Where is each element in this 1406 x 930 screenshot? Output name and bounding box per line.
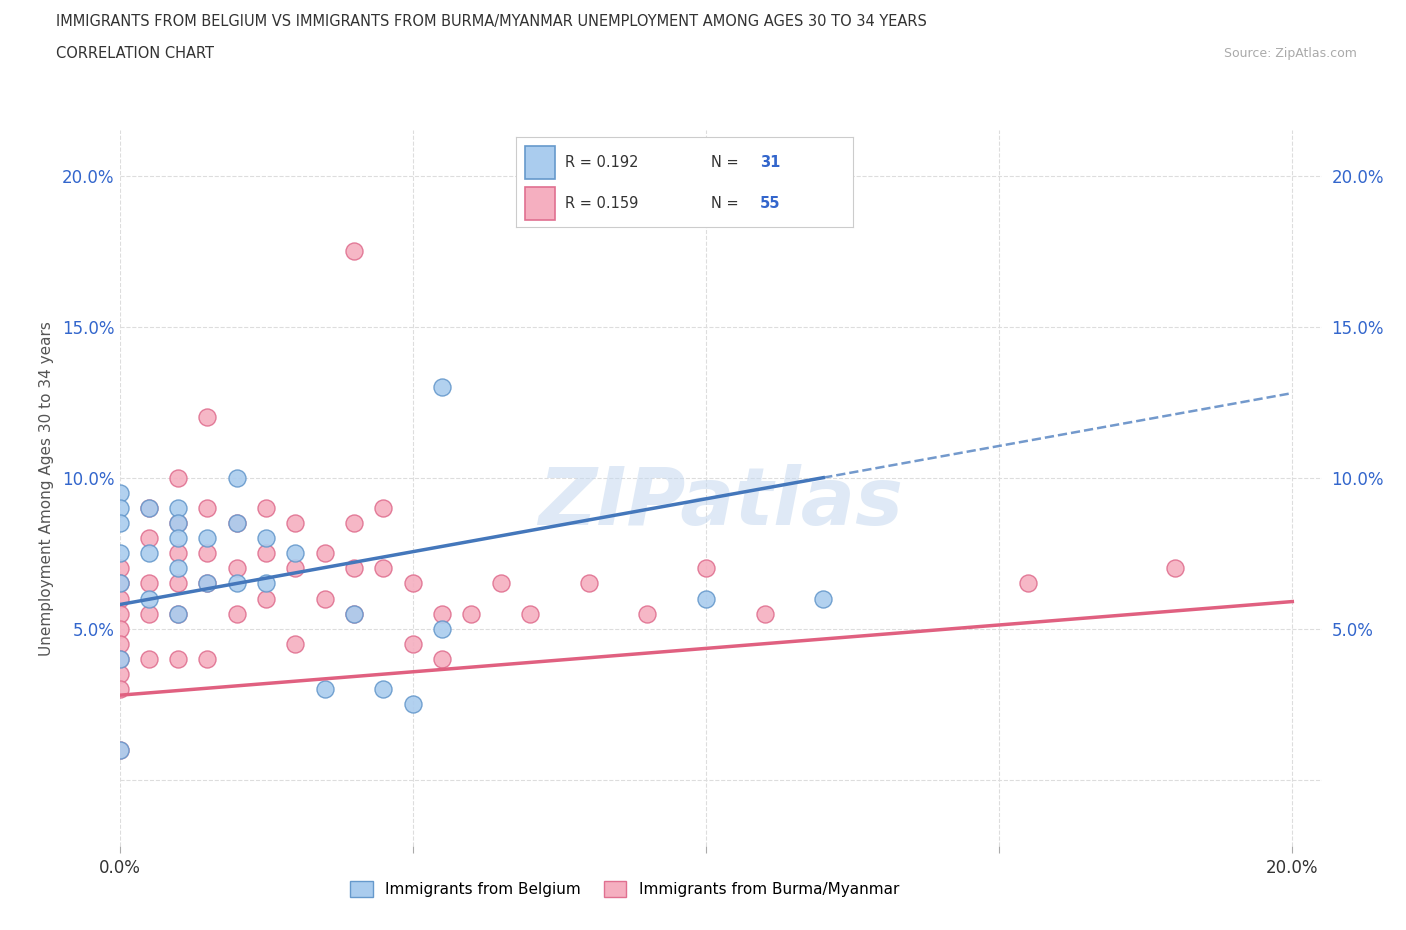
Point <box>254 576 277 591</box>
Point <box>197 576 219 591</box>
Point <box>108 500 131 515</box>
Point <box>430 652 453 667</box>
Point <box>108 636 131 651</box>
Point <box>343 606 366 621</box>
Point <box>314 591 336 606</box>
Point <box>167 515 190 530</box>
Point <box>197 500 219 515</box>
Point <box>284 561 307 576</box>
Point <box>167 561 190 576</box>
Point <box>108 652 131 667</box>
Text: CORRELATION CHART: CORRELATION CHART <box>56 46 214 61</box>
Point <box>343 606 366 621</box>
Point <box>197 410 219 425</box>
Point <box>108 591 131 606</box>
Point <box>225 515 247 530</box>
Point <box>167 576 190 591</box>
Point <box>167 652 190 667</box>
Point <box>225 561 247 576</box>
Point <box>225 471 247 485</box>
Point <box>138 546 160 561</box>
Point <box>138 531 160 546</box>
Point <box>343 561 366 576</box>
Point <box>373 682 395 697</box>
Point <box>695 591 717 606</box>
Point <box>197 546 219 561</box>
Point <box>489 576 512 591</box>
Point <box>167 500 190 515</box>
Point <box>138 500 160 515</box>
Text: IMMIGRANTS FROM BELGIUM VS IMMIGRANTS FROM BURMA/MYANMAR UNEMPLOYMENT AMONG AGES: IMMIGRANTS FROM BELGIUM VS IMMIGRANTS FR… <box>56 14 927 29</box>
Point <box>138 500 160 515</box>
Point <box>402 576 425 591</box>
Point <box>108 742 131 757</box>
Point <box>430 621 453 636</box>
Point <box>430 606 453 621</box>
Point <box>138 591 160 606</box>
Point <box>108 682 131 697</box>
Point <box>578 576 600 591</box>
Point <box>197 576 219 591</box>
Point <box>695 561 717 576</box>
Point <box>108 546 131 561</box>
Point <box>167 471 190 485</box>
Point <box>225 576 247 591</box>
Point <box>225 606 247 621</box>
Point <box>108 515 131 530</box>
Y-axis label: Unemployment Among Ages 30 to 34 years: Unemployment Among Ages 30 to 34 years <box>39 321 53 656</box>
Point <box>284 515 307 530</box>
Point <box>138 652 160 667</box>
Point <box>402 697 425 711</box>
Point <box>138 576 160 591</box>
Point <box>108 576 131 591</box>
Point <box>138 606 160 621</box>
Point <box>460 606 482 621</box>
Point <box>284 546 307 561</box>
Point <box>754 606 776 621</box>
Text: Source: ZipAtlas.com: Source: ZipAtlas.com <box>1223 46 1357 60</box>
Point <box>108 652 131 667</box>
Point <box>108 621 131 636</box>
Point <box>254 591 277 606</box>
Point <box>343 515 366 530</box>
Point <box>343 244 366 259</box>
Point <box>108 561 131 576</box>
Point <box>108 606 131 621</box>
Point <box>108 667 131 682</box>
Point <box>108 742 131 757</box>
Point <box>402 636 425 651</box>
Point <box>167 546 190 561</box>
Point <box>225 515 247 530</box>
Text: ZIPatlas: ZIPatlas <box>538 463 903 541</box>
Point <box>108 485 131 500</box>
Point <box>167 606 190 621</box>
Point <box>167 531 190 546</box>
Legend: Immigrants from Belgium, Immigrants from Burma/Myanmar: Immigrants from Belgium, Immigrants from… <box>343 875 905 903</box>
Point <box>430 379 453 394</box>
Point <box>373 561 395 576</box>
Point <box>284 636 307 651</box>
Point <box>254 546 277 561</box>
Point <box>811 591 834 606</box>
Point <box>254 531 277 546</box>
Point <box>636 606 658 621</box>
Point <box>1164 561 1187 576</box>
Point <box>519 606 541 621</box>
Point <box>314 546 336 561</box>
Point <box>1017 576 1039 591</box>
Point <box>314 682 336 697</box>
Point <box>373 500 395 515</box>
Point <box>167 515 190 530</box>
Point <box>197 531 219 546</box>
Point <box>108 576 131 591</box>
Point <box>254 500 277 515</box>
Point <box>197 652 219 667</box>
Point <box>167 606 190 621</box>
